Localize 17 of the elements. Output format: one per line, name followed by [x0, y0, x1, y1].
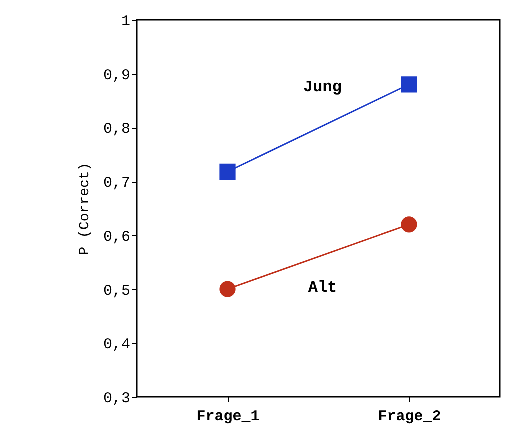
x-tick-label: Frage_2	[378, 408, 442, 426]
point	[401, 216, 418, 233]
point	[220, 164, 236, 180]
y-tick-label: 1	[121, 14, 130, 30]
x-tick-label: Frage_1	[196, 408, 260, 426]
y-tick-label: 0,7	[103, 175, 130, 192]
y-tick-label: 0,9	[103, 67, 130, 84]
point	[401, 76, 418, 93]
y-tick-label: 0,6	[103, 228, 130, 246]
y-tick-label: 0,4	[103, 336, 130, 354]
y-tick-label: 0,8	[103, 121, 130, 138]
y-tick-label: 0,3	[103, 390, 130, 408]
point	[220, 281, 236, 298]
series-label: Alt	[308, 278, 338, 297]
series-label: Jung	[304, 78, 342, 96]
y-axis-title: P (Correct)	[77, 162, 94, 256]
y-tick-label: 0,5	[103, 282, 130, 300]
